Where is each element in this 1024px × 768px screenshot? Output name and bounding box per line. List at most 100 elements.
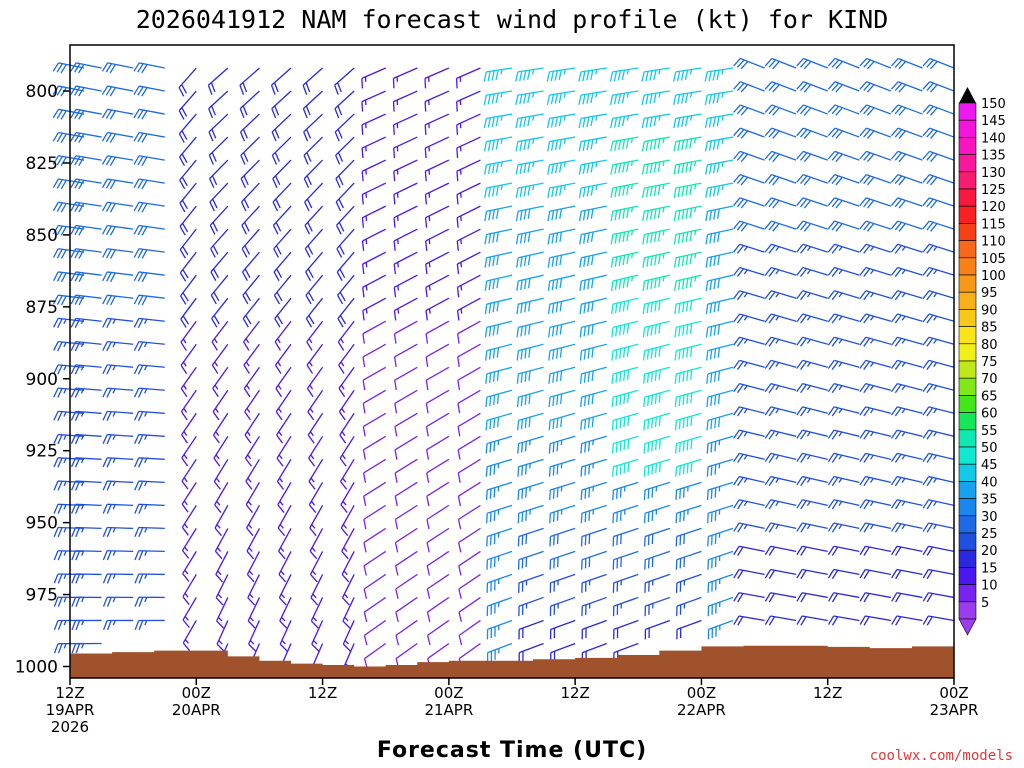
wind-barb: [827, 290, 860, 301]
wind-barb: [53, 387, 85, 398]
wind-barb: [361, 136, 386, 159]
wind-barb: [102, 248, 134, 259]
wind-barb: [394, 389, 418, 414]
wind-barb: [859, 220, 892, 232]
wind-barb: [548, 458, 576, 477]
wind-barb: [334, 113, 355, 142]
wind-barb: [610, 182, 639, 198]
wind-barb: [827, 57, 860, 70]
wind-barb: [707, 504, 734, 524]
wind-barb: [310, 574, 324, 606]
wind-barb: [279, 620, 292, 652]
wind-barb: [247, 597, 261, 629]
wind-barb: [764, 406, 797, 417]
wind-barb: [362, 320, 387, 344]
wind-barb: [277, 482, 292, 513]
wind-barb: [362, 435, 387, 460]
wind-barb: [457, 458, 481, 483]
wind-barb: [580, 435, 607, 454]
wind-barb: [215, 574, 229, 606]
wind-barb: [922, 592, 955, 603]
wind-barb: [211, 343, 229, 374]
wind-barb: [891, 522, 923, 533]
wind-barb: [859, 406, 892, 417]
wind-barb: [339, 412, 355, 444]
wind-barb: [426, 550, 450, 576]
wind-barb: [180, 343, 197, 375]
wind-barb: [516, 366, 544, 384]
colorbar-label: 65: [981, 389, 998, 404]
colorbar-swatch: [958, 429, 977, 448]
wind-barb: [134, 596, 165, 607]
credit-text[interactable]: coolwx.com/models: [870, 748, 1013, 764]
wind-barb: [246, 528, 260, 560]
wind-barb: [612, 573, 639, 593]
wind-barb: [133, 85, 165, 97]
wind-barb: [214, 505, 229, 537]
wind-barb: [102, 364, 134, 375]
wind-barb: [546, 113, 576, 129]
wind-barb: [133, 317, 165, 329]
wind-barb: [102, 457, 134, 468]
wind-barb: [547, 228, 576, 245]
colorbar-swatch: [958, 326, 977, 345]
wind-barb: [457, 435, 481, 460]
wind-barb: [179, 159, 197, 190]
wind-barb: [579, 343, 607, 361]
wind-barb: [133, 387, 165, 398]
wind-barb: [302, 90, 324, 119]
wind-barb: [922, 243, 955, 254]
wind-barb: [337, 274, 355, 305]
wind-barb: [425, 320, 450, 344]
wind-barb: [393, 320, 418, 344]
wind-barb: [579, 274, 607, 291]
wind-barb: [612, 458, 639, 477]
y-axis: 800 825 850 875 900 925 950 975 1000: [15, 82, 70, 677]
wind-barb: [890, 150, 923, 163]
wind-barb: [362, 458, 387, 483]
wind-barb: [101, 155, 134, 167]
wind-barb: [134, 480, 165, 491]
wind-barb: [180, 297, 197, 328]
wind-barb: [341, 574, 355, 606]
wind-barb: [764, 475, 797, 487]
wind-barb: [178, 113, 197, 143]
wind-barb: [516, 320, 544, 338]
wind-barb: [673, 205, 702, 222]
wind-barb: [424, 136, 450, 159]
wind-barb: [890, 197, 923, 209]
wind-barb: [102, 596, 134, 607]
wind-barb: [363, 481, 387, 507]
wind-barb: [483, 113, 513, 129]
colorbar-swatch: [958, 205, 977, 224]
wind-barb: [517, 435, 544, 454]
wind-barb: [483, 136, 513, 152]
wind-barb: [393, 205, 418, 228]
wind-barb: [212, 389, 229, 421]
wind-barb: [641, 159, 670, 175]
colorbar-label: 50: [981, 441, 998, 456]
wind-barb: [827, 499, 860, 510]
wind-barb: [311, 620, 324, 652]
wind-barb: [180, 320, 197, 351]
wind-barb: [612, 596, 639, 617]
wind-barb: [859, 173, 892, 186]
wind-barb: [641, 67, 670, 82]
wind-barb: [133, 294, 165, 306]
wind-barb: [578, 67, 607, 82]
colorbar-swatch: [958, 360, 977, 379]
wind-barb: [827, 429, 860, 440]
colorbar-label: 100: [981, 269, 1006, 284]
wind-barb: [456, 228, 481, 251]
wind-barb: [827, 452, 860, 463]
wind-barb: [240, 159, 260, 188]
wind-barb: [611, 297, 639, 315]
colorbar-label: 30: [981, 510, 998, 525]
wind-barb: [643, 504, 671, 524]
wind-barb: [214, 482, 229, 513]
wind-barb: [611, 366, 639, 384]
wind-barb: [425, 389, 450, 414]
wind-barb: [674, 274, 702, 291]
wind-barb: [278, 574, 292, 606]
wind-barb: [705, 320, 734, 338]
